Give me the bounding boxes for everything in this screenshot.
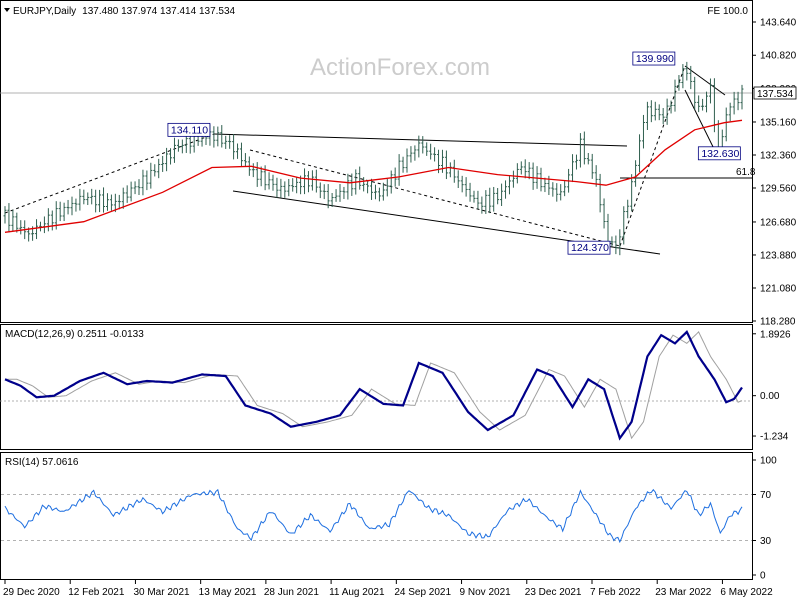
last-price-value: 137.534 [757,89,794,100]
wedge-lower-line [684,89,719,158]
macd-tick-label: 1.8926 [760,329,791,340]
macd-title: MACD(12,26,9) 0.2511 -0.0133 [5,329,144,340]
price-tick-label: 118.280 [760,317,796,328]
moving-average-line [4,119,743,233]
price-tick-label: 129.560 [760,184,797,195]
x-axis: 29 Dec 2020 12 Feb 2021 30 Mar 2021 13 May … [3,579,773,598]
rsi-line [4,488,743,544]
macd-tick-label: 0.00 [760,391,780,402]
watermark: ActionForex.com [310,54,490,81]
x-tick-label: 29 Dec 2020 [3,587,60,598]
fib-label: 61.8 [736,167,756,178]
price-tick-label: 123.880 [760,250,797,261]
rsi-title: RSI(14) 57.0616 [5,457,79,468]
price-panel [0,0,753,323]
x-tick-label: 28 Jun 2021 [264,587,319,598]
rsi-tick-label: 0 [760,571,766,582]
price-tick-label: 132.360 [760,150,797,161]
fall-dashed-line [249,149,621,247]
price-tick-label: 135.160 [760,117,797,128]
x-tick-label: 11 Aug 2021 [329,587,385,598]
x-tick-label: 30 Mar 2021 [133,587,190,598]
channel-upper-line [213,133,628,147]
rsi-tick-label: 100 [760,456,777,467]
price-tick-label: 121.080 [760,283,797,294]
rsi-panel [0,452,753,580]
x-tick-label: 9 Nov 2021 [460,587,512,598]
rsi-axis: 100 70 30 0 [752,456,777,582]
price-label-box [167,122,211,137]
x-tick-label: 23 Dec 2021 [525,587,582,598]
price-label-text: 134.110 [171,124,208,136]
last-price-tag [753,86,797,100]
macd-axis: 1.8926 0.00 -1.234 [752,329,791,443]
dropdown-arrow-icon[interactable] [4,8,10,12]
x-tick-label: 13 May 2021 [199,587,257,598]
price-label-box [567,240,611,255]
x-tick-label: 7 Feb 2022 [590,587,641,598]
rally-dashed-line [619,65,686,247]
x-tick-label: 23 Mar 2022 [655,587,712,598]
price-label-text: 124.370 [571,242,609,254]
x-tick-label: 24 Sep 2021 [394,587,451,598]
x-tick-label: 6 May 2022 [720,587,773,598]
price-bars [3,61,744,256]
price-label-text: 139.990 [636,53,674,65]
macd-signal-line [5,331,743,440]
symbol-label: EURJPY,Daily [13,6,76,17]
price-tick-label: 140.820 [760,51,797,62]
price-labels: 134.110 124.370 139.990 132.630 [167,51,741,255]
price-tick-label: 143.640 [760,18,797,29]
macd-tick-label: -1.234 [760,432,789,443]
rsi-levels [1,494,752,541]
fe-label: FE 100.0 [707,6,748,17]
rsi-tick-label: 30 [760,536,772,547]
price-label-box [632,51,676,66]
price-label-text: 132.630 [701,148,739,160]
price-tick-label: 126.680 [760,217,797,228]
macd-line [4,330,743,441]
rise-dashed-line [4,133,215,214]
ohlc-values: 137.480 137.974 137.414 137.534 [82,6,235,17]
price-label-box [697,146,741,161]
price-axis: 143.640140.820138.000135.160132.360129.5… [752,18,797,328]
rsi-tick-label: 70 [760,490,772,501]
symbol-header: EURJPY,Daily 137.480 137.974 137.414 137.… [13,6,236,17]
x-tick-label: 12 Feb 2021 [68,587,125,598]
wedge-upper-line [684,65,726,96]
